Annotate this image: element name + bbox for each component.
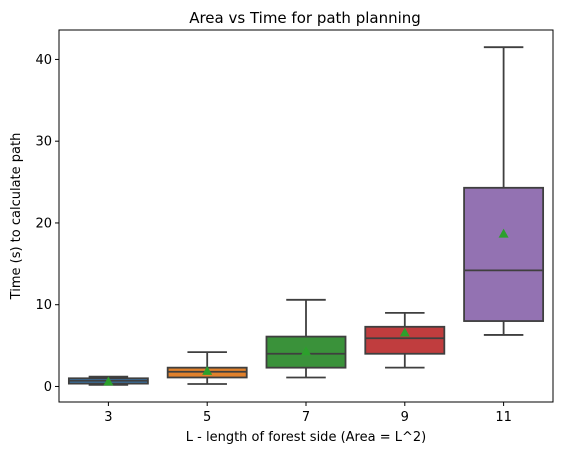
box-group-9 xyxy=(364,311,446,369)
box-group-3 xyxy=(67,375,149,386)
plot-area xyxy=(67,46,545,386)
y-axis-label: Time (s) to calculate path xyxy=(9,133,24,301)
box-group-7 xyxy=(265,298,347,379)
mean-marker xyxy=(399,327,410,337)
y-tick-label: 0 xyxy=(44,380,52,395)
x-tick-label: 5 xyxy=(203,410,211,425)
y-tick-label: 20 xyxy=(35,216,52,231)
y-tick-label: 40 xyxy=(35,53,52,68)
x-axis-label: L - length of forest side (Area = L^2) xyxy=(186,430,426,445)
y-tick-label: 10 xyxy=(35,298,52,313)
mean-marker xyxy=(498,228,509,238)
x-tick-label: 3 xyxy=(104,410,112,425)
mean-marker xyxy=(301,346,311,356)
box-group-11 xyxy=(463,46,545,336)
x-tick-label: 9 xyxy=(401,410,409,425)
chart-title: Area vs Time for path planning xyxy=(189,9,421,27)
box-group-5 xyxy=(166,351,248,385)
y-axis: 0 10 20 30 40 xyxy=(35,53,59,395)
x-tick-label: 11 xyxy=(495,410,512,425)
box-iqr xyxy=(463,186,545,322)
x-axis: 3 5 7 9 11 xyxy=(104,402,512,425)
mean-marker xyxy=(202,365,213,375)
mean-marker xyxy=(103,376,114,386)
y-tick-label: 30 xyxy=(35,135,52,150)
x-tick-label: 7 xyxy=(302,410,310,425)
